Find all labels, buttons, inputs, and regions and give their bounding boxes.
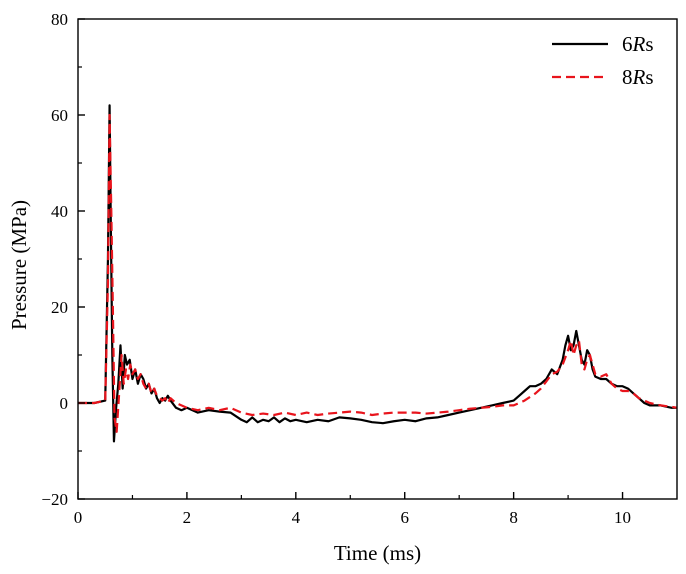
legend-label: 8Rs [622, 65, 654, 89]
y-axis-title: Pressure (MPa) [7, 200, 31, 330]
y-tick-label: 0 [60, 394, 69, 413]
legend-label: 6Rs [622, 32, 654, 56]
series-line-8Rs [78, 113, 677, 433]
x-tick-label: 8 [509, 508, 518, 527]
plot-frame [77, 18, 678, 500]
series-line-6Rs [78, 104, 677, 443]
tick-labels: 0 2 4 6 8 10 −20 0 20 40 60 80 [41, 10, 631, 527]
x-tick-label: 2 [183, 508, 192, 527]
y-tick-label: 80 [51, 10, 68, 29]
y-tick-label: −20 [41, 490, 68, 509]
plot-lines [78, 104, 677, 443]
x-axis-title: Time (ms) [334, 541, 421, 565]
x-tick-label: 0 [74, 508, 83, 527]
ticks [77, 18, 624, 500]
x-tick-label: 6 [400, 508, 409, 527]
x-tick-label: 10 [614, 508, 631, 527]
y-tick-label: 20 [51, 298, 68, 317]
y-tick-label: 60 [51, 106, 68, 125]
y-tick-label: 40 [51, 202, 68, 221]
x-tick-label: 4 [292, 508, 301, 527]
